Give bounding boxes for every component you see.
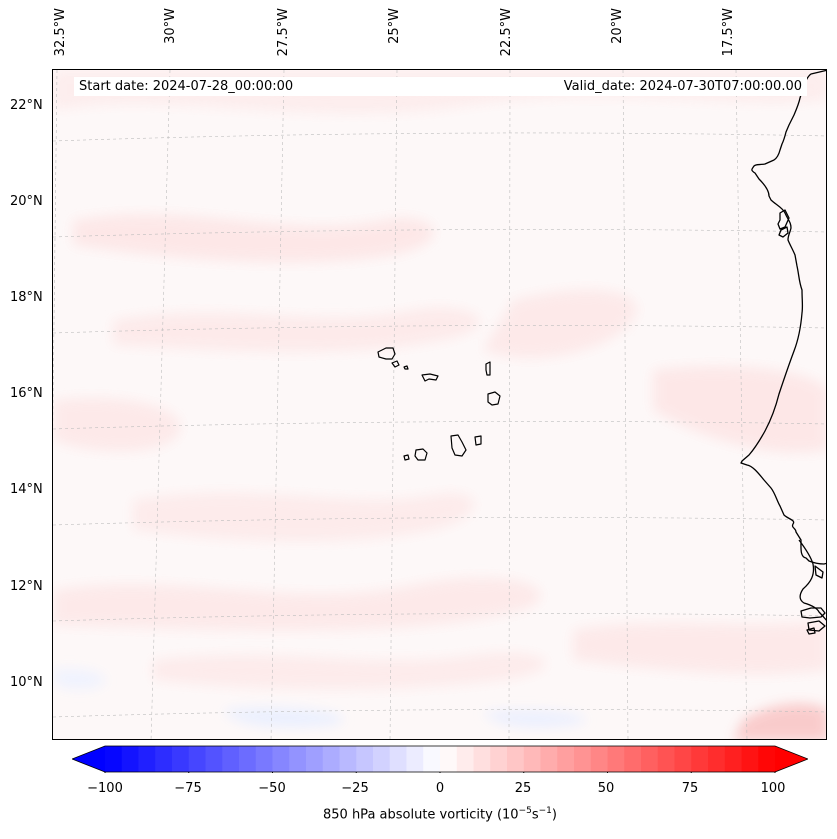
colorbar-level — [574, 746, 592, 772]
colorbar-level — [590, 746, 608, 772]
colorbar-level — [373, 746, 391, 772]
colorbar-tick-label: 25 — [514, 781, 532, 796]
colorbar-level — [674, 746, 692, 772]
lat-label-18n: 18°N — [10, 290, 43, 305]
cape-verde-islands — [377, 347, 501, 461]
start-date-label: Start date: 2024-07-28_00:00:00 — [74, 77, 429, 96]
colorbar-tick-label: −75 — [174, 781, 202, 796]
colorbar-tick-label: −50 — [258, 781, 286, 796]
colorbar-level — [423, 746, 441, 772]
island-sao-vicente — [391, 360, 400, 368]
colorbar-level — [507, 746, 525, 772]
island-santo-antao — [377, 347, 396, 360]
colorbar-tick-label: 0 — [435, 781, 445, 796]
lat-label-16n: 16°N — [10, 386, 43, 401]
lon-label-25w: 25°W — [387, 8, 402, 44]
colorbar-title-unit: s — [531, 807, 539, 823]
lat-label-12n: 12°N — [10, 579, 43, 594]
lon-label-30w: 30°W — [163, 8, 178, 44]
colorbar-level — [490, 746, 508, 772]
colorbar-level — [624, 746, 642, 772]
colorbar-tick-label: 75 — [681, 781, 699, 796]
colorbar-level — [255, 746, 273, 772]
lat-label-10n: 10°N — [10, 675, 43, 690]
colorbar-title-text: 850 hPa absolute vorticity (10 — [323, 807, 519, 823]
colorbar-level — [339, 746, 357, 772]
colorbar-level — [523, 746, 541, 772]
colorbar-tick-label: 50 — [597, 781, 615, 796]
colorbar-tick-label: −25 — [341, 781, 369, 796]
colorbar-level — [289, 746, 307, 772]
island-brava — [403, 454, 410, 461]
colorbar-level — [306, 746, 324, 772]
valid-date-label: Valid_date: 2024-07-30T07:00:00.00 — [424, 77, 807, 96]
colorbar-title-exponent: −5 — [518, 806, 532, 816]
colorbar-level — [456, 746, 474, 772]
colorbar-level — [121, 746, 139, 772]
colorbar-title-close: ) — [551, 807, 557, 823]
colorbar-level — [272, 746, 290, 772]
colorbar-tick-label: 100 — [760, 781, 786, 796]
colorbar-level — [356, 746, 374, 772]
colorbar-level — [205, 746, 223, 772]
lon-label-17-5w: 17.5°W — [721, 8, 736, 57]
colorbar-level — [222, 746, 240, 772]
colorbar-graphic — [70, 745, 810, 776]
coastline — [740, 70, 826, 635]
map-panel[interactable] — [52, 69, 827, 740]
island-santiago — [450, 434, 467, 457]
lat-label-14n: 14°N — [10, 482, 43, 497]
colorbar-level — [641, 746, 659, 772]
lon-label-27-5w: 27.5°W — [276, 8, 291, 57]
colorbar — [70, 745, 810, 776]
colorbar-level — [239, 746, 257, 772]
colorbar-level — [741, 746, 759, 772]
colorbar-level — [557, 746, 575, 772]
colorbar-level — [473, 746, 491, 772]
colorbar-level — [155, 746, 173, 772]
colorbar-title-exponent: −1 — [538, 806, 552, 816]
colorbar-extend-min — [72, 746, 105, 772]
graticule — [53, 70, 826, 739]
colorbar-extend-max — [775, 746, 808, 772]
colorbar-tick-label: −100 — [87, 781, 123, 796]
colorbar-level — [758, 746, 776, 772]
lat-label-20n: 20°N — [10, 194, 43, 209]
colorbar-level — [540, 746, 558, 772]
lat-label-22n: 22°N — [10, 98, 43, 113]
colorbar-level — [172, 746, 190, 772]
island-santa-luzia — [403, 365, 409, 370]
colorbar-level — [406, 746, 424, 772]
colorbar-level — [188, 746, 206, 772]
colorbar-level — [322, 746, 340, 772]
lon-label-32-5w: 32.5°W — [53, 8, 68, 57]
colorbar-level — [708, 746, 726, 772]
island-maio — [474, 435, 482, 446]
colorbar-level — [105, 746, 123, 772]
colorbar-level — [724, 746, 742, 772]
colorbar-level — [389, 746, 407, 772]
island-boa-vista — [487, 391, 501, 406]
lon-label-20w: 20°W — [610, 8, 625, 44]
island-sao-nicolau — [421, 373, 439, 382]
island-fogo — [414, 448, 428, 461]
colorbar-level — [657, 746, 675, 772]
colorbar-level — [138, 746, 156, 772]
colorbar-title: 850 hPa absolute vorticity (10−5s−1) — [0, 806, 837, 822]
colorbar-level — [691, 746, 709, 772]
lon-label-22-5w: 22.5°W — [499, 8, 514, 57]
vorticity-field — [53, 70, 826, 739]
map-canvas — [53, 70, 826, 739]
colorbar-level — [440, 746, 458, 772]
island-sal — [485, 361, 491, 376]
colorbar-level — [607, 746, 625, 772]
